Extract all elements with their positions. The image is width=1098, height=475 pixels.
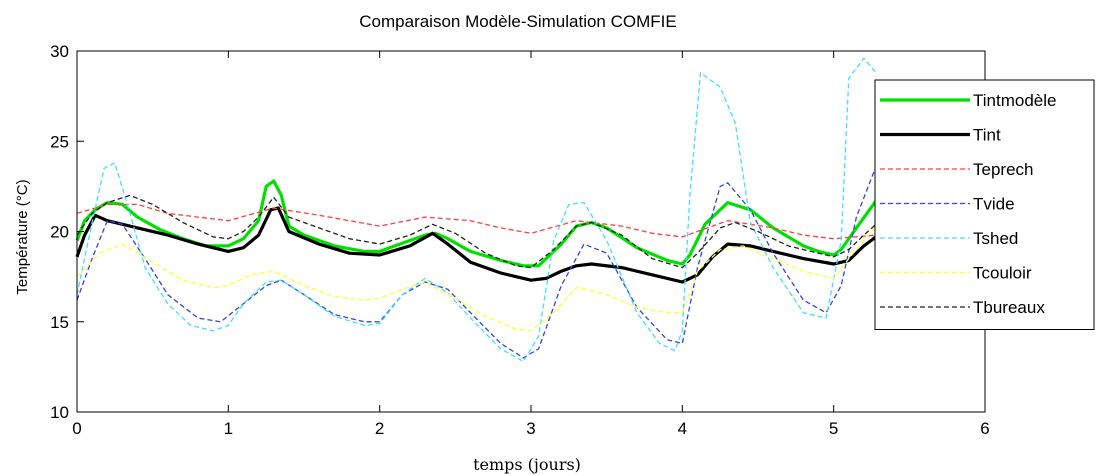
y-axis-label: Température (°C) (14, 179, 31, 294)
x-tick-label: 2 (375, 419, 384, 438)
legend-label-0: Tintmodèle (973, 91, 1056, 110)
y-tick-label: 25 (50, 132, 69, 151)
series-line-4 (76, 57, 877, 363)
series-line-3 (76, 166, 877, 359)
legend-label-6: Tbureaux (973, 298, 1045, 317)
y-tick-label: 10 (50, 403, 69, 422)
series-layer (75, 57, 878, 363)
series-line-5 (76, 225, 877, 332)
plot-background (77, 51, 985, 412)
x-tick-label: 0 (72, 419, 81, 438)
plot-area (77, 51, 985, 412)
series-line-2 (76, 203, 877, 240)
x-tick-label: 6 (980, 419, 989, 438)
legend-label-3: Tvide (973, 195, 1015, 214)
x-tick-label: 4 (678, 419, 687, 438)
chart-title: Comparaison Modèle-Simulation COMFIE (359, 12, 676, 31)
legend-label-2: Teprech (973, 160, 1033, 179)
y-tick-label: 30 (50, 42, 69, 61)
y-tick-label: 15 (50, 313, 69, 332)
x-tick-label: 5 (829, 419, 838, 438)
legend: Tintmodèle Tint Teprech Tvide Tshed Tcouloir T… (874, 79, 1095, 330)
series-line-6 (76, 194, 877, 269)
x-tick-label: 1 (224, 419, 233, 438)
legend-label-5: Tcouloir (973, 264, 1032, 283)
legend-label-4: Tshed (973, 229, 1018, 248)
x-tick-label: 3 (526, 419, 535, 438)
legend-box (874, 79, 1095, 330)
y-tick-label: 20 (50, 223, 69, 242)
x-axis-label: temps (jours) (473, 455, 581, 474)
legend-label-1: Tint (973, 126, 1001, 145)
